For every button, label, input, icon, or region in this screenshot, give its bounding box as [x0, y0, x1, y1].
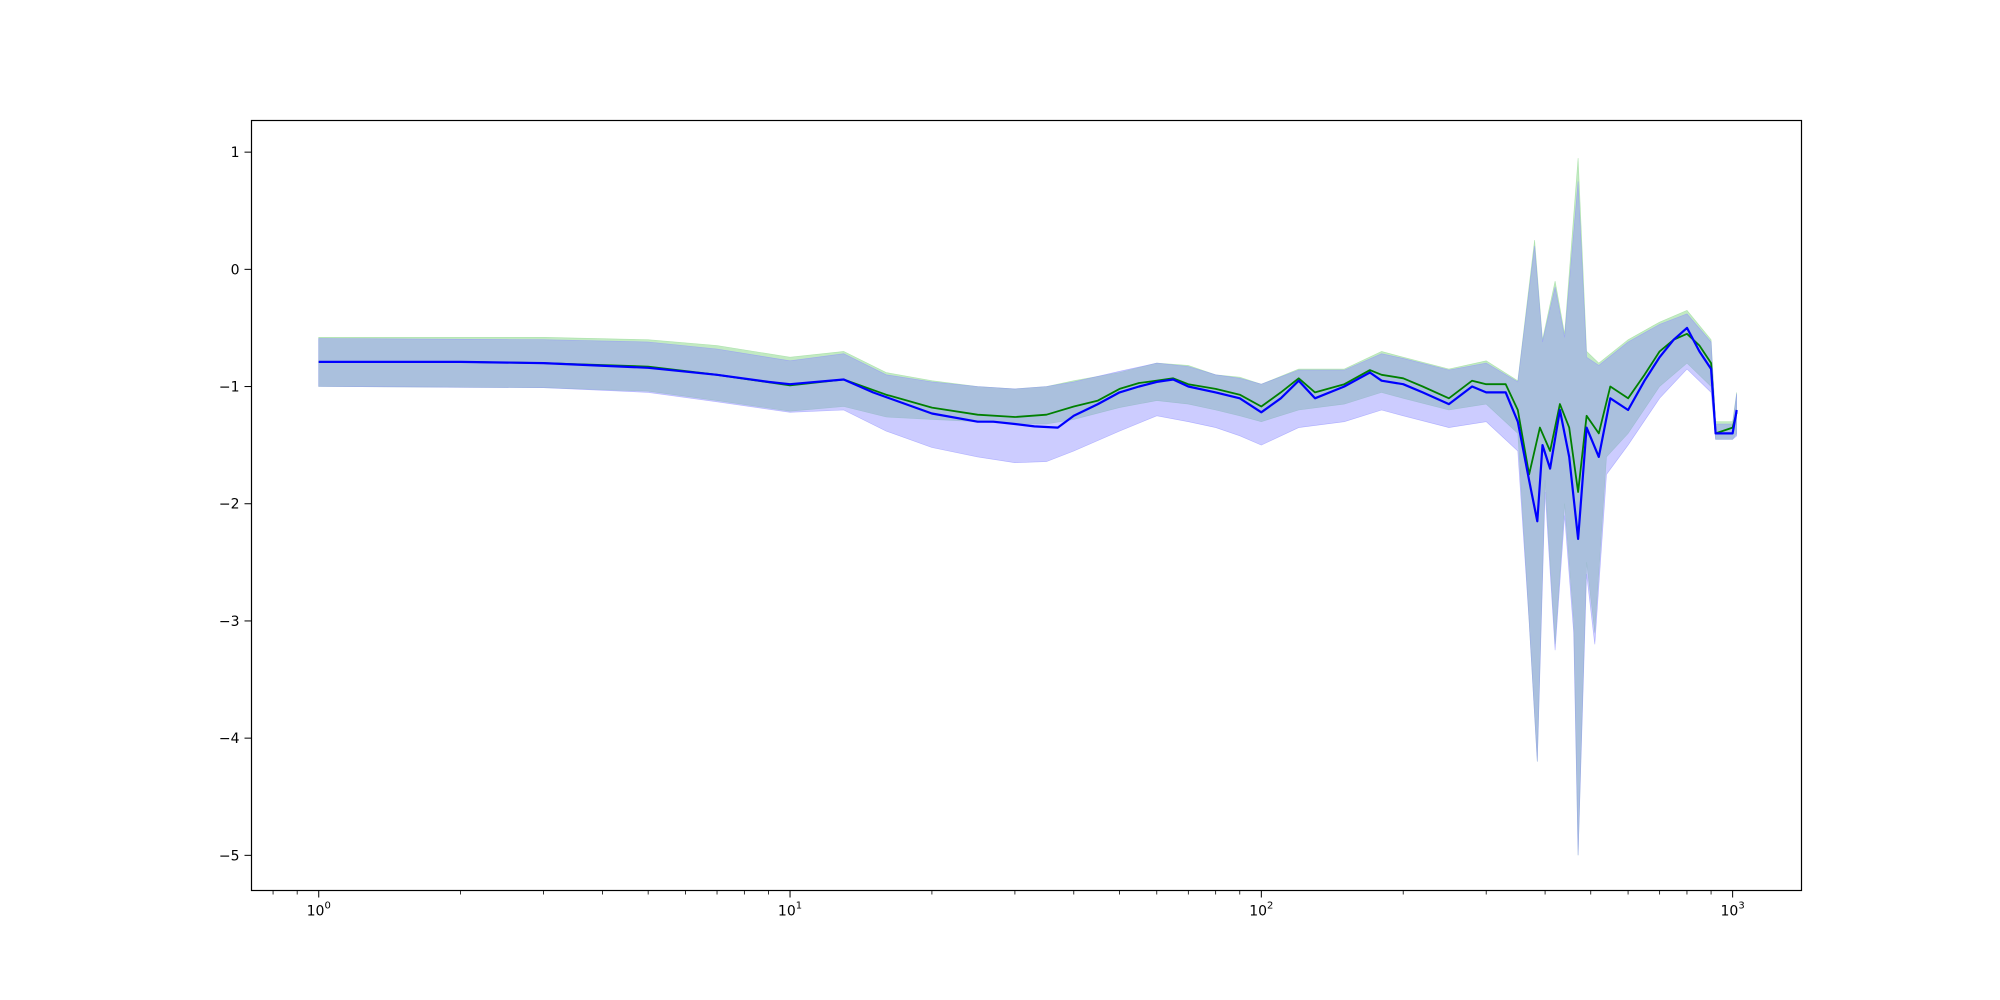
- y-tick-label: −3: [219, 614, 240, 630]
- plot-frame: [250, 119, 1803, 892]
- y-axis: 1 0 −1 −2 −3 −4 −5: [219, 145, 252, 864]
- x-tick-label: 100: [307, 901, 331, 920]
- x-tick-base: 10: [1721, 904, 1739, 920]
- x-tick-label: 101: [778, 901, 802, 920]
- x-tick-exponent: 1: [796, 901, 802, 912]
- series-lines: [318, 326, 1738, 541]
- confidence-bands: [318, 157, 1737, 856]
- y-tick-label: −5: [219, 848, 240, 864]
- x-tick-base: 10: [1249, 904, 1267, 920]
- x-tick-label: 103: [1721, 901, 1745, 920]
- x-tick-base: 10: [307, 904, 325, 920]
- x-tick-base: 10: [778, 904, 796, 920]
- y-tick-label: −4: [219, 731, 240, 747]
- x-tick-exponent: 3: [1738, 901, 1744, 912]
- y-tick-label: −1: [219, 380, 240, 396]
- y-tick-label: −2: [219, 497, 240, 513]
- x-tick-exponent: 2: [1267, 901, 1273, 912]
- y-tick-label: 0: [231, 262, 240, 278]
- y-tick-label: 1: [231, 145, 240, 161]
- series-1-line: [318, 332, 1738, 493]
- series-2-line: [318, 326, 1738, 541]
- series-2-band: [318, 181, 1737, 856]
- x-tick-exponent: 0: [324, 901, 330, 912]
- x-tick-label: 102: [1249, 901, 1273, 920]
- x-axis: 100 101 102 103: [272, 890, 1745, 920]
